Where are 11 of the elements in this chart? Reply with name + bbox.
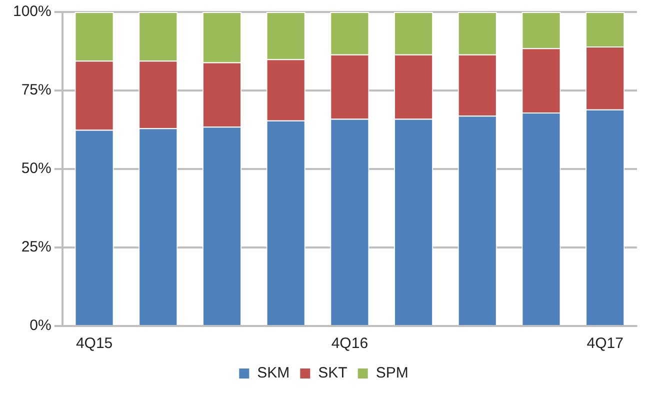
y-tick-label: 25% <box>21 238 52 256</box>
legend-label: SPM <box>376 364 408 382</box>
x-tick-label: 4Q16 <box>331 335 368 352</box>
y-tick-label: 75% <box>21 82 52 99</box>
y-tick-label: 50% <box>21 160 52 178</box>
y-tick-label: 0% <box>30 317 52 334</box>
x-tick-label: 4Q17 <box>586 335 624 352</box>
legend-label: SKM <box>257 364 290 382</box>
legend-label: SKT <box>318 364 348 382</box>
x-tick-label: 4Q15 <box>76 335 113 352</box>
y-tick-label: 100% <box>12 3 52 20</box>
